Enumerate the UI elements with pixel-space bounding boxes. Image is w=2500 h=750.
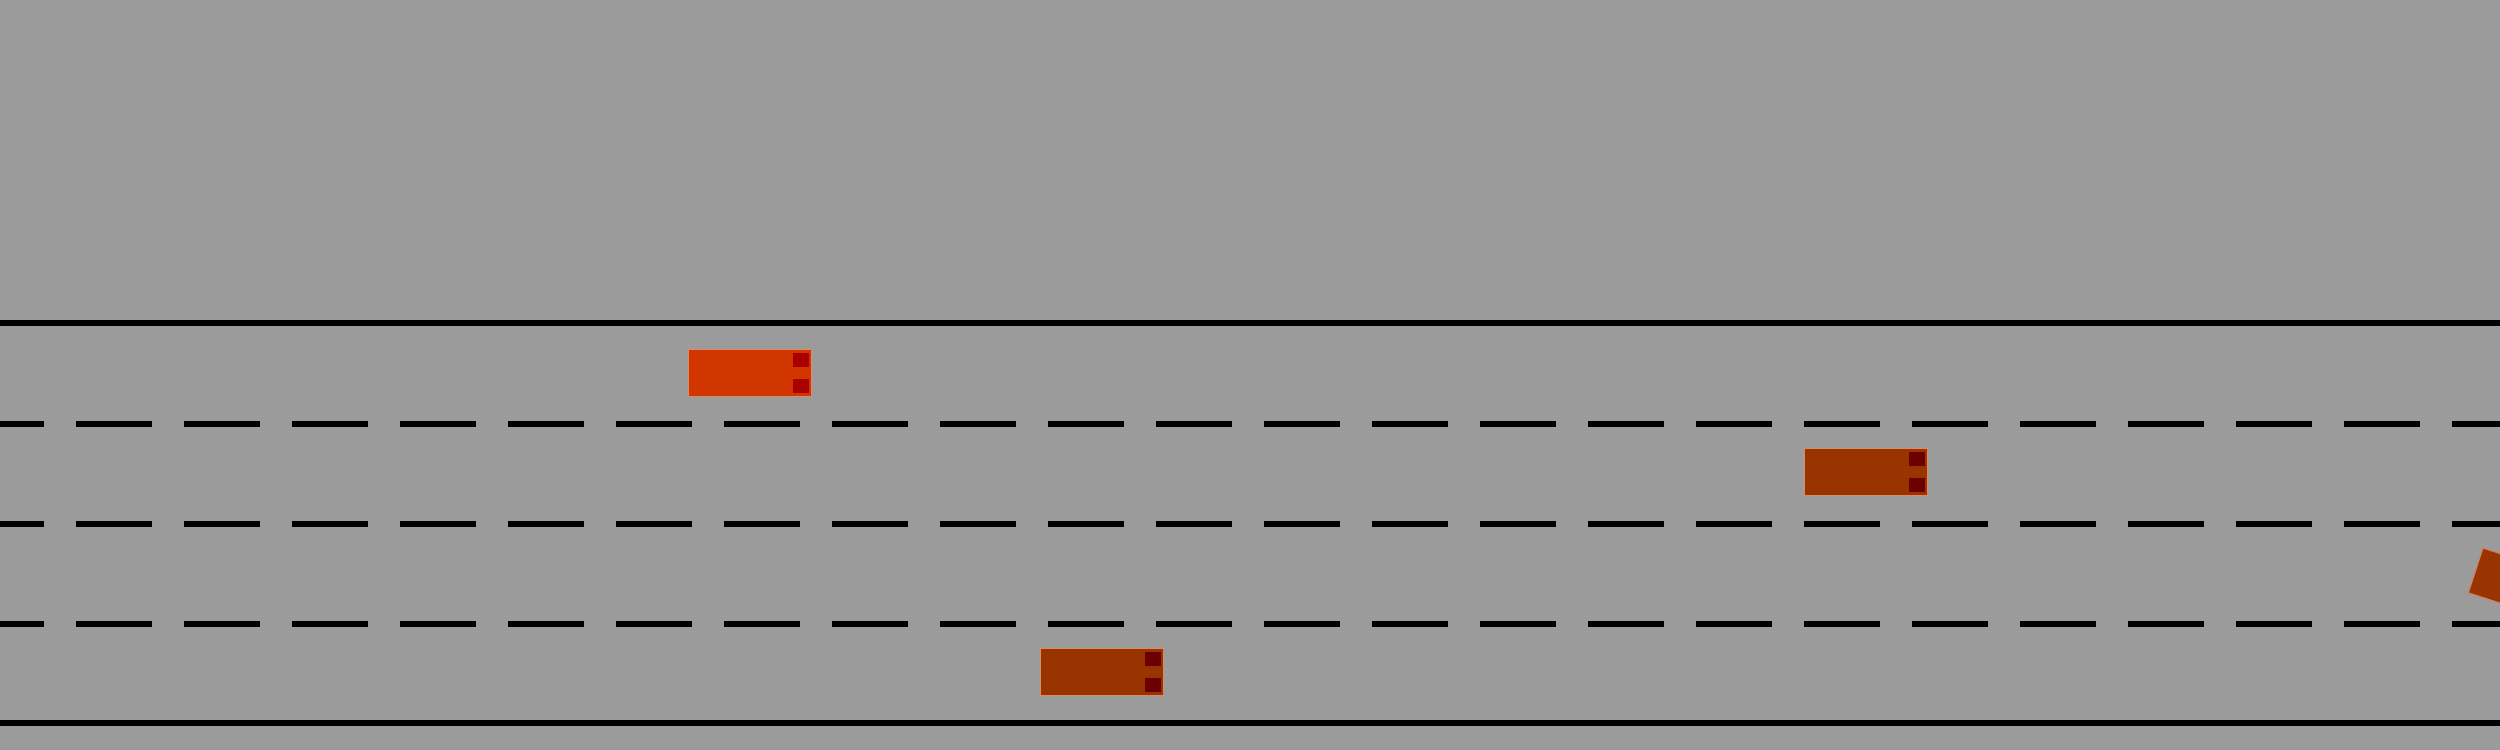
lane-dash — [832, 521, 908, 527]
headlight-icon — [793, 353, 809, 367]
lane-dash — [2344, 621, 2420, 627]
lane-dash — [0, 421, 44, 427]
lane-dash — [1156, 521, 1232, 527]
lane-dash — [0, 621, 44, 627]
lane-dash — [1264, 521, 1340, 527]
lane-dash — [76, 621, 152, 627]
lane-dash — [2020, 421, 2096, 427]
lane-dash — [292, 521, 368, 527]
road-edge-top — [0, 320, 2500, 326]
lane-dash — [2344, 421, 2420, 427]
lane-dash — [2236, 421, 2312, 427]
lane-dash — [2128, 421, 2204, 427]
lane-dash — [1912, 421, 1988, 427]
lane-dash — [400, 421, 476, 427]
headlight-icon — [1145, 652, 1161, 666]
lane-dash — [400, 521, 476, 527]
headlight-icon — [1909, 478, 1925, 492]
lane-dash — [2128, 521, 2204, 527]
vehicle — [1804, 448, 1928, 496]
lane-dash — [1048, 421, 1124, 427]
lane-dash — [724, 521, 800, 527]
lane-dash — [2452, 421, 2500, 427]
lane-dash — [1048, 621, 1124, 627]
lane-dash — [292, 421, 368, 427]
road-edge-bottom — [0, 720, 2500, 726]
vehicle-partial-edge — [2467, 547, 2500, 609]
lane-dash — [184, 621, 260, 627]
lane-dash — [832, 421, 908, 427]
lane-dash — [1588, 521, 1664, 527]
lane-dash — [940, 421, 1016, 427]
lane-dash — [1912, 621, 1988, 627]
lane-dash — [940, 621, 1016, 627]
lane-dash — [2344, 521, 2420, 527]
lane-dash — [1372, 621, 1448, 627]
lane-dash — [1480, 621, 1556, 627]
lane-dash — [1804, 421, 1880, 427]
lane-dash — [2020, 621, 2096, 627]
headlight-icon — [1909, 452, 1925, 466]
lane-dash — [2236, 521, 2312, 527]
lane-dash — [1372, 521, 1448, 527]
ego-vehicle — [688, 349, 812, 397]
lane-dash — [508, 521, 584, 527]
headlight-icon — [793, 379, 809, 393]
headlight-icon — [1145, 678, 1161, 692]
lane-dash — [1696, 621, 1772, 627]
lane-dash — [1696, 421, 1772, 427]
lane-dash — [508, 421, 584, 427]
lane-dash — [1156, 621, 1232, 627]
lane-dash — [2236, 621, 2312, 627]
lane-dash — [292, 621, 368, 627]
lane-dash — [1588, 421, 1664, 427]
vehicle — [1040, 648, 1164, 696]
lane-dash — [1048, 521, 1124, 527]
lane-dash — [1480, 521, 1556, 527]
lane-dash — [616, 421, 692, 427]
lane-dash — [616, 521, 692, 527]
lane-dash — [724, 421, 800, 427]
lane-dash — [2452, 621, 2500, 627]
lane-dash — [940, 521, 1016, 527]
lane-dash — [76, 421, 152, 427]
lane-dash — [2128, 621, 2204, 627]
lane-dash — [1696, 521, 1772, 527]
lane-dash — [724, 621, 800, 627]
lane-dash — [508, 621, 584, 627]
lane-dash — [76, 521, 152, 527]
lane-dash — [0, 521, 44, 527]
lane-dash — [1912, 521, 1988, 527]
lane-dash — [1804, 621, 1880, 627]
lane-dash — [616, 621, 692, 627]
lane-dash — [1264, 421, 1340, 427]
lane-dash — [2452, 521, 2500, 527]
lane-dash — [184, 521, 260, 527]
lane-dash — [1480, 421, 1556, 427]
lane-dash — [1588, 621, 1664, 627]
lane-dash — [1264, 621, 1340, 627]
lane-dash — [184, 421, 260, 427]
lane-dash — [1372, 421, 1448, 427]
lane-dash — [400, 621, 476, 627]
lane-dash — [2020, 521, 2096, 527]
lane-dash — [1804, 521, 1880, 527]
lane-dash — [832, 621, 908, 627]
lane-dash — [1156, 421, 1232, 427]
